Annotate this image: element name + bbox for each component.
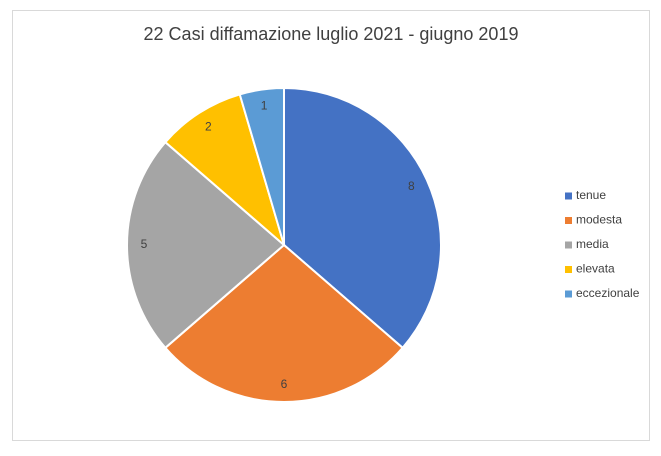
- pie-slice: [283, 86, 442, 350]
- pie-slice: [163, 93, 286, 248]
- chart-title: 22 Casi diffamazione luglio 2021 - giugn…: [144, 24, 519, 44]
- data-label: 8: [408, 179, 415, 193]
- legend-swatch: [565, 290, 572, 298]
- pie-slice: [238, 86, 285, 246]
- legend-label: eccezionale: [576, 286, 640, 300]
- pie-slice: [126, 140, 286, 350]
- legend-swatch: [565, 266, 572, 273]
- legend-label: tenue: [576, 188, 606, 202]
- legend-swatch: [565, 241, 572, 249]
- data-label: 2: [205, 119, 212, 133]
- data-label: 6: [281, 377, 288, 391]
- legend-label: modesta: [576, 213, 622, 227]
- legend-swatch: [565, 217, 572, 224]
- data-label: 1: [261, 99, 268, 113]
- data-label: 5: [141, 237, 148, 251]
- pie-slice: [163, 243, 405, 403]
- legend-label: elevata: [576, 262, 615, 276]
- legend-label: media: [576, 237, 609, 251]
- legend-swatch: [565, 192, 572, 200]
